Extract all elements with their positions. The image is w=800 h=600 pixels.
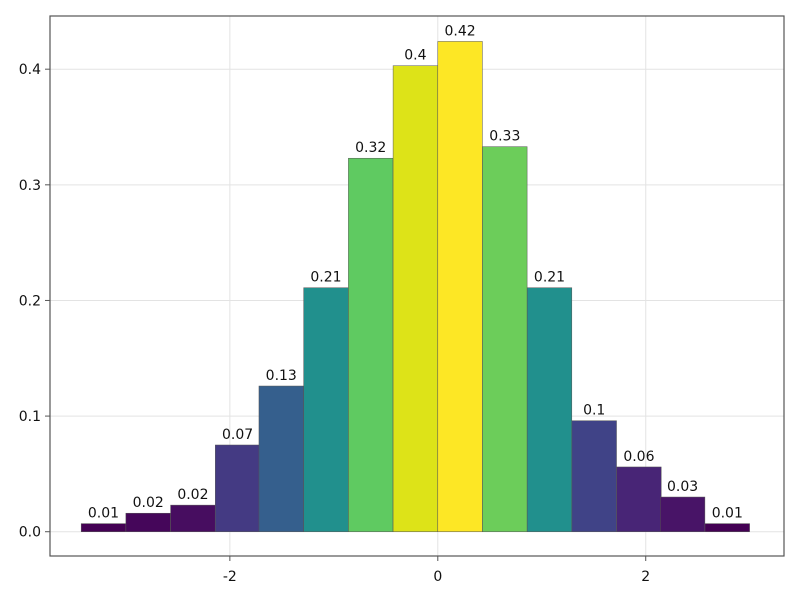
x-tick-label: 2 (641, 569, 650, 585)
bar-value-label: 0.07 (222, 427, 253, 443)
y-tick-label: 0.0 (19, 525, 41, 541)
bar-value-label: 0.42 (445, 23, 476, 39)
y-tick-label: 0.4 (19, 62, 41, 78)
histogram-bar (125, 512, 171, 532)
histogram-bar (616, 466, 662, 532)
bar-value-label: 0.21 (310, 270, 341, 286)
bar-value-label: 0.02 (133, 495, 164, 511)
histogram-bar (526, 287, 573, 532)
bar-value-label: 0.4 (404, 48, 426, 64)
histogram-bar (392, 65, 438, 532)
bar-value-label: 0.13 (266, 368, 297, 384)
y-axis-ticks: 0.0 0.1 0.2 0.3 0.4 (19, 62, 50, 541)
bar-value-label: 0.21 (534, 270, 565, 286)
histogram-bar (704, 523, 750, 532)
bar-value-label: 0.01 (712, 506, 743, 522)
histogram-bar (660, 496, 706, 532)
histogram-bar (80, 523, 127, 532)
bar-value-label: 0.06 (623, 449, 654, 465)
bar-value-label: 0.02 (177, 487, 208, 503)
bar-value-label: 0.33 (489, 129, 520, 145)
bar-value-label: 0.01 (88, 506, 119, 522)
histogram-bars (80, 41, 750, 532)
x-axis-ticks: -2 0 2 (223, 556, 650, 585)
bar-value-label: 0.1 (583, 403, 605, 419)
histogram-bar (303, 287, 349, 532)
plot-frame (49, 15, 785, 557)
x-tick-label: 0 (433, 569, 442, 585)
y-tick-label: 0.1 (19, 409, 41, 425)
x-tick-label: -2 (223, 569, 237, 585)
bar-value-label: 0.03 (667, 479, 698, 495)
y-tick-label: 0.3 (19, 178, 41, 194)
y-tick-label: 0.2 (19, 293, 41, 309)
histogram-bar (215, 444, 261, 532)
bar-value-label: 0.32 (355, 140, 386, 156)
histogram-bar (348, 157, 394, 532)
bar-value-labels: 0.01 0.02 0.02 0.07 0.13 0.21 0.32 0.4 0.42 0.33 0… (88, 23, 743, 521)
histogram-bar (482, 146, 528, 532)
histogram-bar (437, 41, 483, 532)
histogram-bar (571, 420, 617, 532)
histogram-bar (258, 385, 304, 532)
histogram-bar (170, 504, 216, 532)
